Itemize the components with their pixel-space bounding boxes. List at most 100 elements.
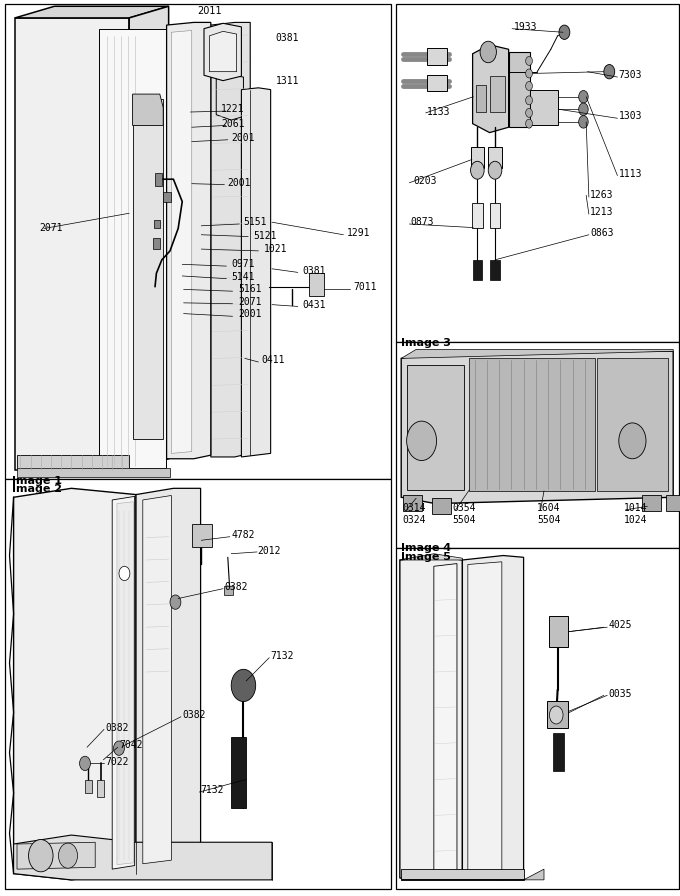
Polygon shape — [112, 496, 135, 869]
Circle shape — [29, 840, 53, 872]
Text: 5141: 5141 — [231, 271, 255, 282]
Text: 2012: 2012 — [257, 546, 281, 556]
Text: 0382: 0382 — [105, 722, 129, 733]
Bar — [553, 733, 564, 771]
Bar — [597, 358, 668, 491]
Bar — [396, 4, 679, 342]
Text: 2071: 2071 — [238, 297, 262, 307]
Polygon shape — [17, 455, 129, 470]
Bar — [155, 173, 162, 186]
Text: 7011: 7011 — [354, 281, 377, 292]
Polygon shape — [401, 349, 673, 358]
Bar — [473, 260, 482, 280]
Circle shape — [559, 25, 570, 39]
Polygon shape — [15, 6, 169, 18]
Bar — [472, 203, 483, 228]
Circle shape — [471, 161, 484, 179]
Bar — [153, 238, 160, 249]
Text: 7132: 7132 — [271, 650, 294, 661]
Polygon shape — [216, 75, 243, 120]
Text: 1113: 1113 — [619, 168, 643, 179]
Text: 4782: 4782 — [231, 530, 255, 540]
Polygon shape — [509, 52, 530, 127]
Polygon shape — [17, 468, 170, 477]
Polygon shape — [400, 554, 462, 560]
Text: Image 2: Image 2 — [12, 484, 63, 495]
Circle shape — [480, 41, 496, 63]
Text: 0314: 0314 — [403, 503, 426, 513]
Polygon shape — [117, 502, 133, 865]
Bar — [97, 780, 104, 797]
Polygon shape — [204, 23, 241, 81]
Text: 1014: 1014 — [624, 503, 648, 513]
Bar — [490, 203, 500, 228]
Text: 0382: 0382 — [224, 582, 248, 592]
Polygon shape — [473, 45, 509, 133]
Polygon shape — [133, 99, 163, 439]
Text: 0382: 0382 — [182, 710, 206, 720]
Polygon shape — [136, 488, 201, 869]
Bar — [427, 75, 447, 91]
Bar — [488, 147, 502, 168]
Polygon shape — [432, 498, 451, 514]
Text: 0873: 0873 — [411, 217, 435, 228]
Text: 0411: 0411 — [262, 355, 286, 366]
Polygon shape — [642, 495, 661, 511]
Text: 0971: 0971 — [231, 259, 255, 270]
Polygon shape — [171, 30, 192, 453]
Text: 5504: 5504 — [537, 514, 561, 525]
Text: 1933: 1933 — [513, 22, 537, 32]
Bar — [5, 479, 391, 889]
Circle shape — [619, 423, 646, 459]
Polygon shape — [434, 564, 457, 874]
Text: Image 1: Image 1 — [12, 477, 63, 487]
Polygon shape — [211, 22, 250, 457]
Text: 0203: 0203 — [413, 176, 437, 186]
Text: 1311: 1311 — [275, 75, 299, 86]
Bar — [396, 342, 679, 548]
Polygon shape — [400, 556, 462, 878]
Polygon shape — [133, 94, 163, 125]
Circle shape — [526, 82, 532, 90]
Polygon shape — [530, 90, 558, 125]
Text: 2001: 2001 — [238, 309, 262, 320]
Text: 5121: 5121 — [253, 230, 277, 241]
Bar — [471, 147, 484, 168]
Text: 0035: 0035 — [609, 688, 632, 699]
Text: 7042: 7042 — [119, 740, 143, 751]
Bar — [224, 586, 233, 595]
Text: 2011: 2011 — [197, 6, 222, 16]
Polygon shape — [14, 835, 272, 880]
Text: 2071: 2071 — [39, 223, 63, 234]
Text: 1024: 1024 — [624, 514, 648, 525]
Text: 4025: 4025 — [609, 620, 632, 631]
Circle shape — [526, 69, 532, 78]
Text: 2061: 2061 — [221, 118, 245, 129]
Text: 1021: 1021 — [264, 244, 288, 254]
Bar — [85, 780, 92, 793]
Circle shape — [549, 706, 563, 724]
Text: 1604: 1604 — [537, 503, 561, 513]
Text: 1291: 1291 — [347, 228, 371, 238]
Text: 1221: 1221 — [221, 104, 245, 115]
Polygon shape — [401, 869, 524, 880]
Text: 2001: 2001 — [231, 133, 255, 143]
Polygon shape — [462, 556, 524, 880]
Bar — [476, 85, 486, 112]
Text: 0431: 0431 — [303, 299, 326, 310]
Text: 0354: 0354 — [452, 503, 476, 513]
Text: Image 4: Image 4 — [401, 543, 452, 554]
Text: 1133: 1133 — [427, 107, 451, 117]
Bar — [490, 260, 500, 280]
Text: 7022: 7022 — [105, 756, 129, 767]
Circle shape — [231, 669, 256, 702]
Bar — [469, 358, 595, 491]
Circle shape — [526, 108, 532, 117]
Polygon shape — [209, 31, 237, 72]
Circle shape — [579, 90, 588, 103]
Text: 1213: 1213 — [590, 207, 614, 218]
Circle shape — [170, 595, 181, 609]
Bar — [5, 4, 391, 479]
Bar — [192, 524, 212, 547]
Circle shape — [526, 96, 532, 105]
